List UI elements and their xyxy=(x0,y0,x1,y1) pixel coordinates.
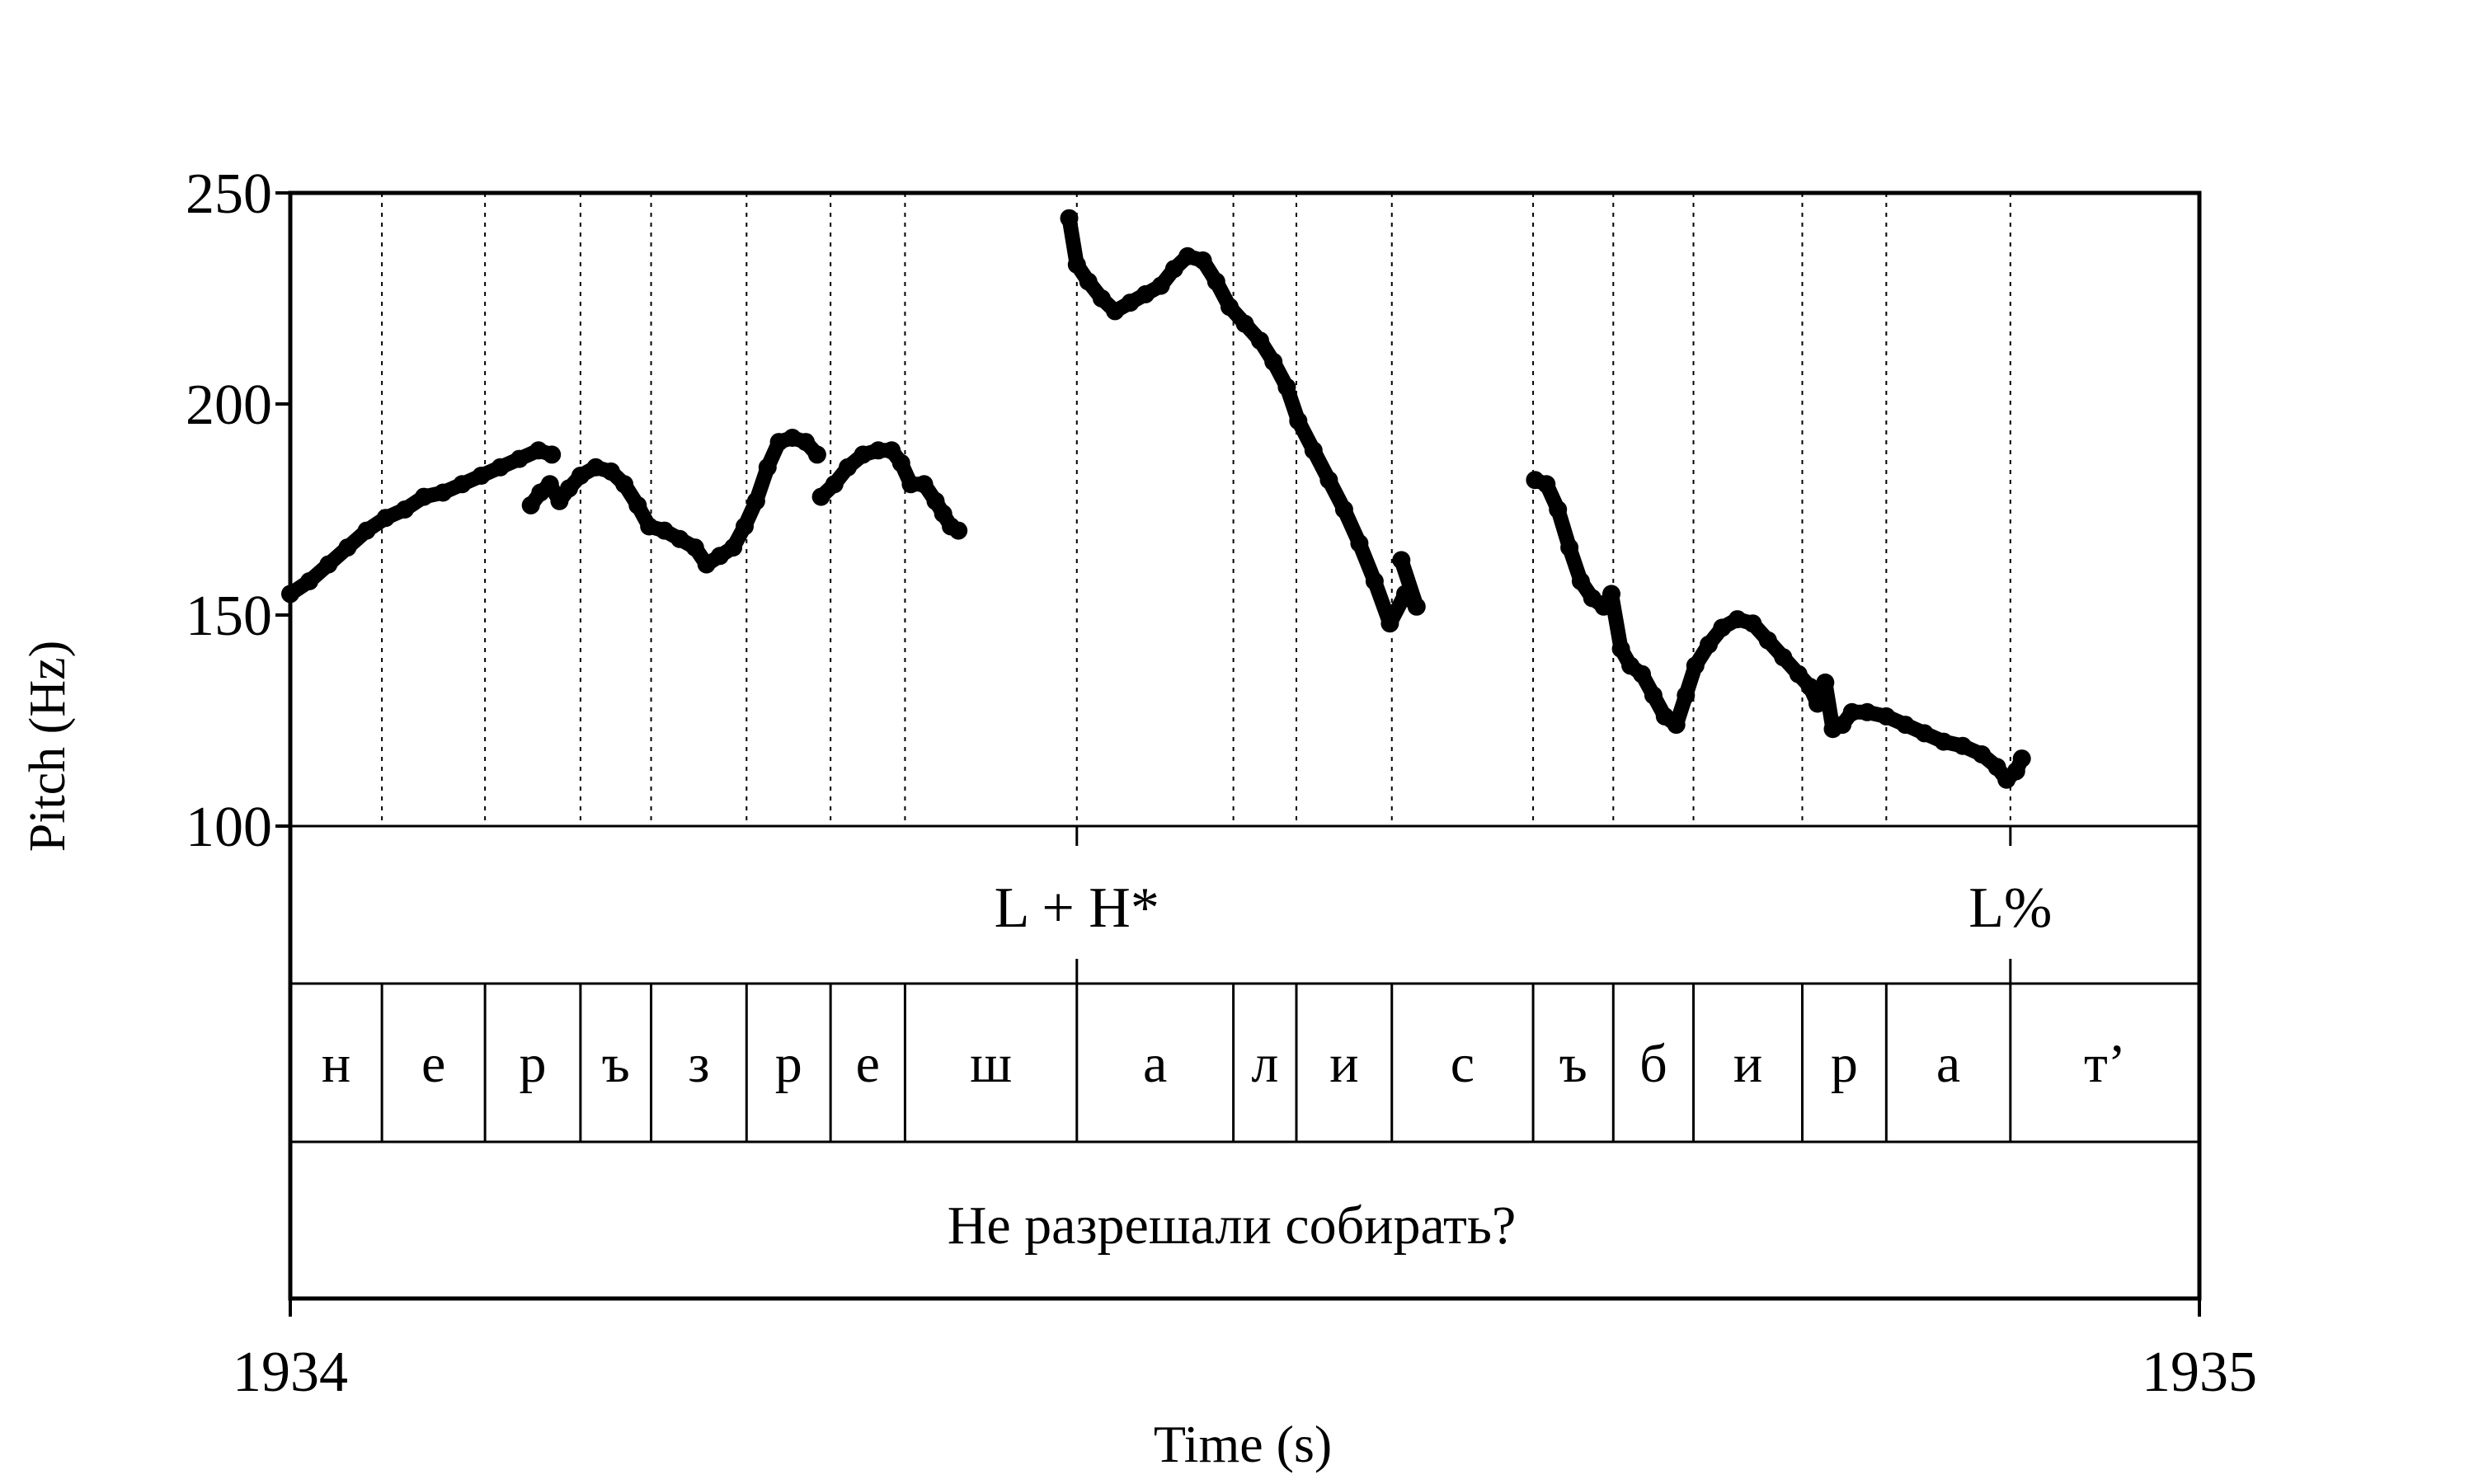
pitch-contour xyxy=(1061,210,1424,632)
segment-label: е xyxy=(856,1034,880,1094)
pitch-contour xyxy=(283,443,560,602)
y-tick-label: 200 xyxy=(186,373,272,437)
pitch-contour xyxy=(1527,472,2030,787)
segment-label: з xyxy=(688,1034,709,1094)
x-tick-label: 1934 xyxy=(233,1341,348,1404)
segment-label: а xyxy=(1936,1034,1960,1094)
segment-label: р xyxy=(775,1034,802,1094)
segment-label: р xyxy=(1831,1034,1858,1094)
segment-label: а xyxy=(1143,1034,1167,1094)
segment-label: т’ xyxy=(2084,1034,2126,1094)
segment-label: и xyxy=(1733,1034,1762,1094)
segment-label: б xyxy=(1639,1034,1667,1094)
y-tick-label: 100 xyxy=(186,796,272,859)
segment-label: р xyxy=(520,1034,547,1094)
segment-label: ъ xyxy=(1559,1034,1587,1094)
axis-ticks: 250 200 150 100 1934 1935 xyxy=(186,162,2257,1404)
segment-label: н xyxy=(322,1034,350,1094)
pitch-contour xyxy=(813,443,967,538)
segment-label: и xyxy=(1329,1034,1358,1094)
y-axis-label: Pitch (Hz) xyxy=(20,641,76,852)
y-tick-label: 250 xyxy=(186,162,272,226)
frame xyxy=(288,190,2202,1301)
tone-label: L + H* xyxy=(995,876,1159,940)
segment-label: ш xyxy=(970,1034,1012,1094)
segment-label: с xyxy=(1451,1034,1475,1094)
segment-label: л xyxy=(1251,1034,1278,1094)
y-tick-label: 150 xyxy=(186,585,272,648)
sentence-label: Не разрешали собирать? xyxy=(948,1195,1517,1256)
segment-label: е xyxy=(421,1034,445,1094)
grid-lines xyxy=(380,193,2012,1142)
plot-frame xyxy=(288,190,2202,1301)
pitch-points xyxy=(281,209,2031,789)
tier-labels: L + H* L%н е р ъ з р е ш а л и с ъ б и р а т’Не разрешали … xyxy=(322,876,2126,1256)
x-axis-label: Time (s) xyxy=(1154,1415,1332,1473)
x-tick-label: 1935 xyxy=(2142,1341,2257,1404)
pitch-contour xyxy=(523,430,825,572)
tone-label: L% xyxy=(1968,876,2052,940)
segment-label: ъ xyxy=(602,1034,630,1094)
